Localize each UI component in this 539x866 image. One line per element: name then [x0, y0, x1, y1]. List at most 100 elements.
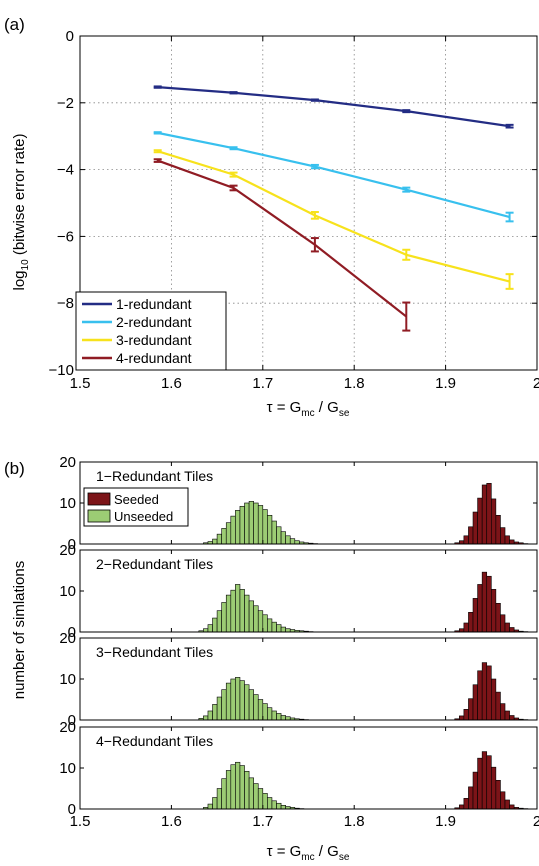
legend-label: 2-redundant	[116, 314, 192, 330]
xlabel-sub-mc: mc	[301, 852, 314, 863]
y-tick-label: 10	[59, 495, 76, 512]
unseeded-histogram-bar	[280, 626, 286, 633]
histogram-subplot-4: 4−Redundant Tiles 0 10 20 1.5 1.6 1.7 1.8 1.9 2	[59, 719, 539, 830]
unseeded-histogram-bar	[235, 510, 241, 545]
panel-a-grid	[80, 36, 537, 370]
unseeded-histogram-bar	[239, 505, 245, 545]
seeded-histogram-bar	[500, 703, 506, 721]
panel-a-xlabel: τ = Gmc / Gse	[267, 399, 350, 419]
unseeded-histogram-bar	[276, 526, 282, 545]
panel-a-ticks: 1.5 1.6 1.7 1.8 1.9 2 0 −2 −4 −6 −8 −10	[49, 28, 539, 392]
unseeded-histogram-bar	[235, 677, 241, 721]
unseeded-histogram-bar	[276, 802, 282, 810]
unseeded-histogram-bar	[230, 678, 236, 721]
unseeded-histogram-bar	[244, 594, 250, 633]
panel-a-series	[153, 85, 514, 332]
xlabel-sub-mc: mc	[301, 408, 314, 419]
unseeded-histogram-bar	[216, 788, 222, 810]
panel-b-ylabel: number of simlations	[11, 561, 28, 699]
seeded-histogram-bar	[481, 571, 488, 633]
y-tick-label: 0	[68, 624, 76, 641]
unseeded-histogram-bar	[230, 764, 236, 810]
unseeded-histogram-bar	[285, 535, 291, 545]
seeded-histogram-bar	[504, 710, 510, 721]
unseeded-histogram-bar	[271, 621, 277, 633]
x-tick-label: 1.8	[344, 813, 365, 830]
unseeded-histogram-bar	[253, 694, 259, 721]
unseeded-histogram-bar	[248, 501, 254, 545]
unseeded-histogram-bar	[262, 509, 268, 545]
unseeded-histogram-bar	[225, 522, 232, 545]
seeded-histogram-bar	[459, 715, 465, 721]
unseeded-histogram-bar	[221, 602, 227, 633]
unseeded-histogram-bar	[253, 783, 259, 810]
subplot-area	[80, 727, 537, 809]
subplot-title: 3−Redundant Tiles	[96, 644, 213, 660]
x-tick-label: 1.8	[344, 375, 365, 392]
subplot-title: 2−Redundant Tiles	[96, 556, 213, 572]
seeded-histogram-bar	[472, 771, 478, 810]
histogram-subplot-3: 3−Redundant Tiles 0 10 20	[59, 630, 538, 729]
unseeded-histogram-bar	[276, 713, 282, 721]
seeded-histogram-bar	[495, 514, 501, 545]
unseeded-histogram-bar	[225, 594, 232, 633]
seeded-histogram-bar	[481, 484, 488, 545]
unseeded-histogram-bar	[203, 715, 209, 721]
unseeded-histogram-bar	[257, 699, 264, 721]
panel-b-legend: Seeded Unseeded	[83, 487, 189, 527]
seeded-histogram-bar	[463, 622, 469, 633]
unseeded-histogram-bar	[216, 696, 222, 721]
unseeded-histogram-bar	[212, 704, 218, 721]
y-tick-label: 10	[59, 760, 76, 777]
unseeded-histogram-bar	[276, 624, 282, 633]
y-tick-label: 20	[59, 630, 76, 647]
unseeded-histogram-bar	[221, 778, 227, 810]
x-tick-label: 2	[533, 375, 539, 392]
seeded-histogram-bar	[500, 527, 506, 545]
seeded-histogram-bar	[509, 627, 515, 633]
seeded-histogram-bar	[486, 665, 492, 721]
y-tick-label: −8	[57, 295, 74, 312]
seeded-histogram-bar	[472, 511, 478, 545]
unseeded-histogram-bar	[239, 680, 245, 721]
legend-label: 4-redundant	[116, 350, 192, 366]
x-tick-label: 1.5	[70, 813, 91, 830]
seeded-histogram-bar	[509, 715, 515, 721]
unseeded-histogram-bar	[235, 584, 241, 633]
unseeded-histogram-bar	[230, 515, 236, 545]
panel-a-label: (a)	[4, 15, 25, 34]
xlabel-mid: / G	[315, 843, 339, 860]
seeded-histogram-bar	[504, 535, 510, 545]
seeded-histogram-bar	[504, 799, 510, 810]
panel-a-ylabel: log10 (bitwise error rate)	[11, 133, 31, 290]
seeded-histogram-bar	[463, 709, 469, 721]
legend-entries: 1-redundant 2-redundant 3-redundant 4-redun…	[82, 296, 192, 366]
unseeded-histogram-bar	[262, 703, 268, 721]
seeded-histogram-bar	[495, 691, 501, 721]
subplot-title: 4−Redundant Tiles	[96, 733, 213, 749]
x-tick-label: 1.7	[252, 375, 273, 392]
unseeded-histogram-bar	[221, 528, 227, 545]
unseeded-histogram-bar	[280, 715, 286, 721]
subplot-area	[80, 550, 537, 632]
y-tick-label: 0	[68, 712, 76, 729]
unseeded-histogram-bar	[271, 800, 277, 810]
unseeded-histogram-bar	[280, 531, 286, 545]
unseeded-histogram-bar	[221, 689, 227, 721]
unseeded-histogram-bar	[280, 805, 286, 810]
unseeded-histogram-bar	[235, 761, 241, 810]
unseeded-histogram-bar	[262, 793, 268, 810]
y-tick-label: −6	[57, 228, 74, 245]
unseeded-histogram-bar	[244, 770, 250, 810]
unseeded-histogram-bar	[244, 684, 250, 721]
y-tick-label: −2	[57, 95, 74, 112]
xlabel-sub-se: se	[339, 408, 350, 419]
ylabel-rest: (bitwise error rate)	[11, 133, 28, 259]
histogram-subplot-2: 2−Redundant Tiles 0 10 20	[59, 542, 538, 641]
unseeded-histogram-bar	[207, 803, 213, 810]
seeded-histogram-bar	[509, 539, 515, 545]
seeded-histogram-bar	[490, 589, 497, 633]
unseeded-histogram-bar	[212, 538, 218, 545]
legend-swatch-seeded	[87, 492, 111, 506]
seeded-histogram-bar	[468, 612, 474, 633]
